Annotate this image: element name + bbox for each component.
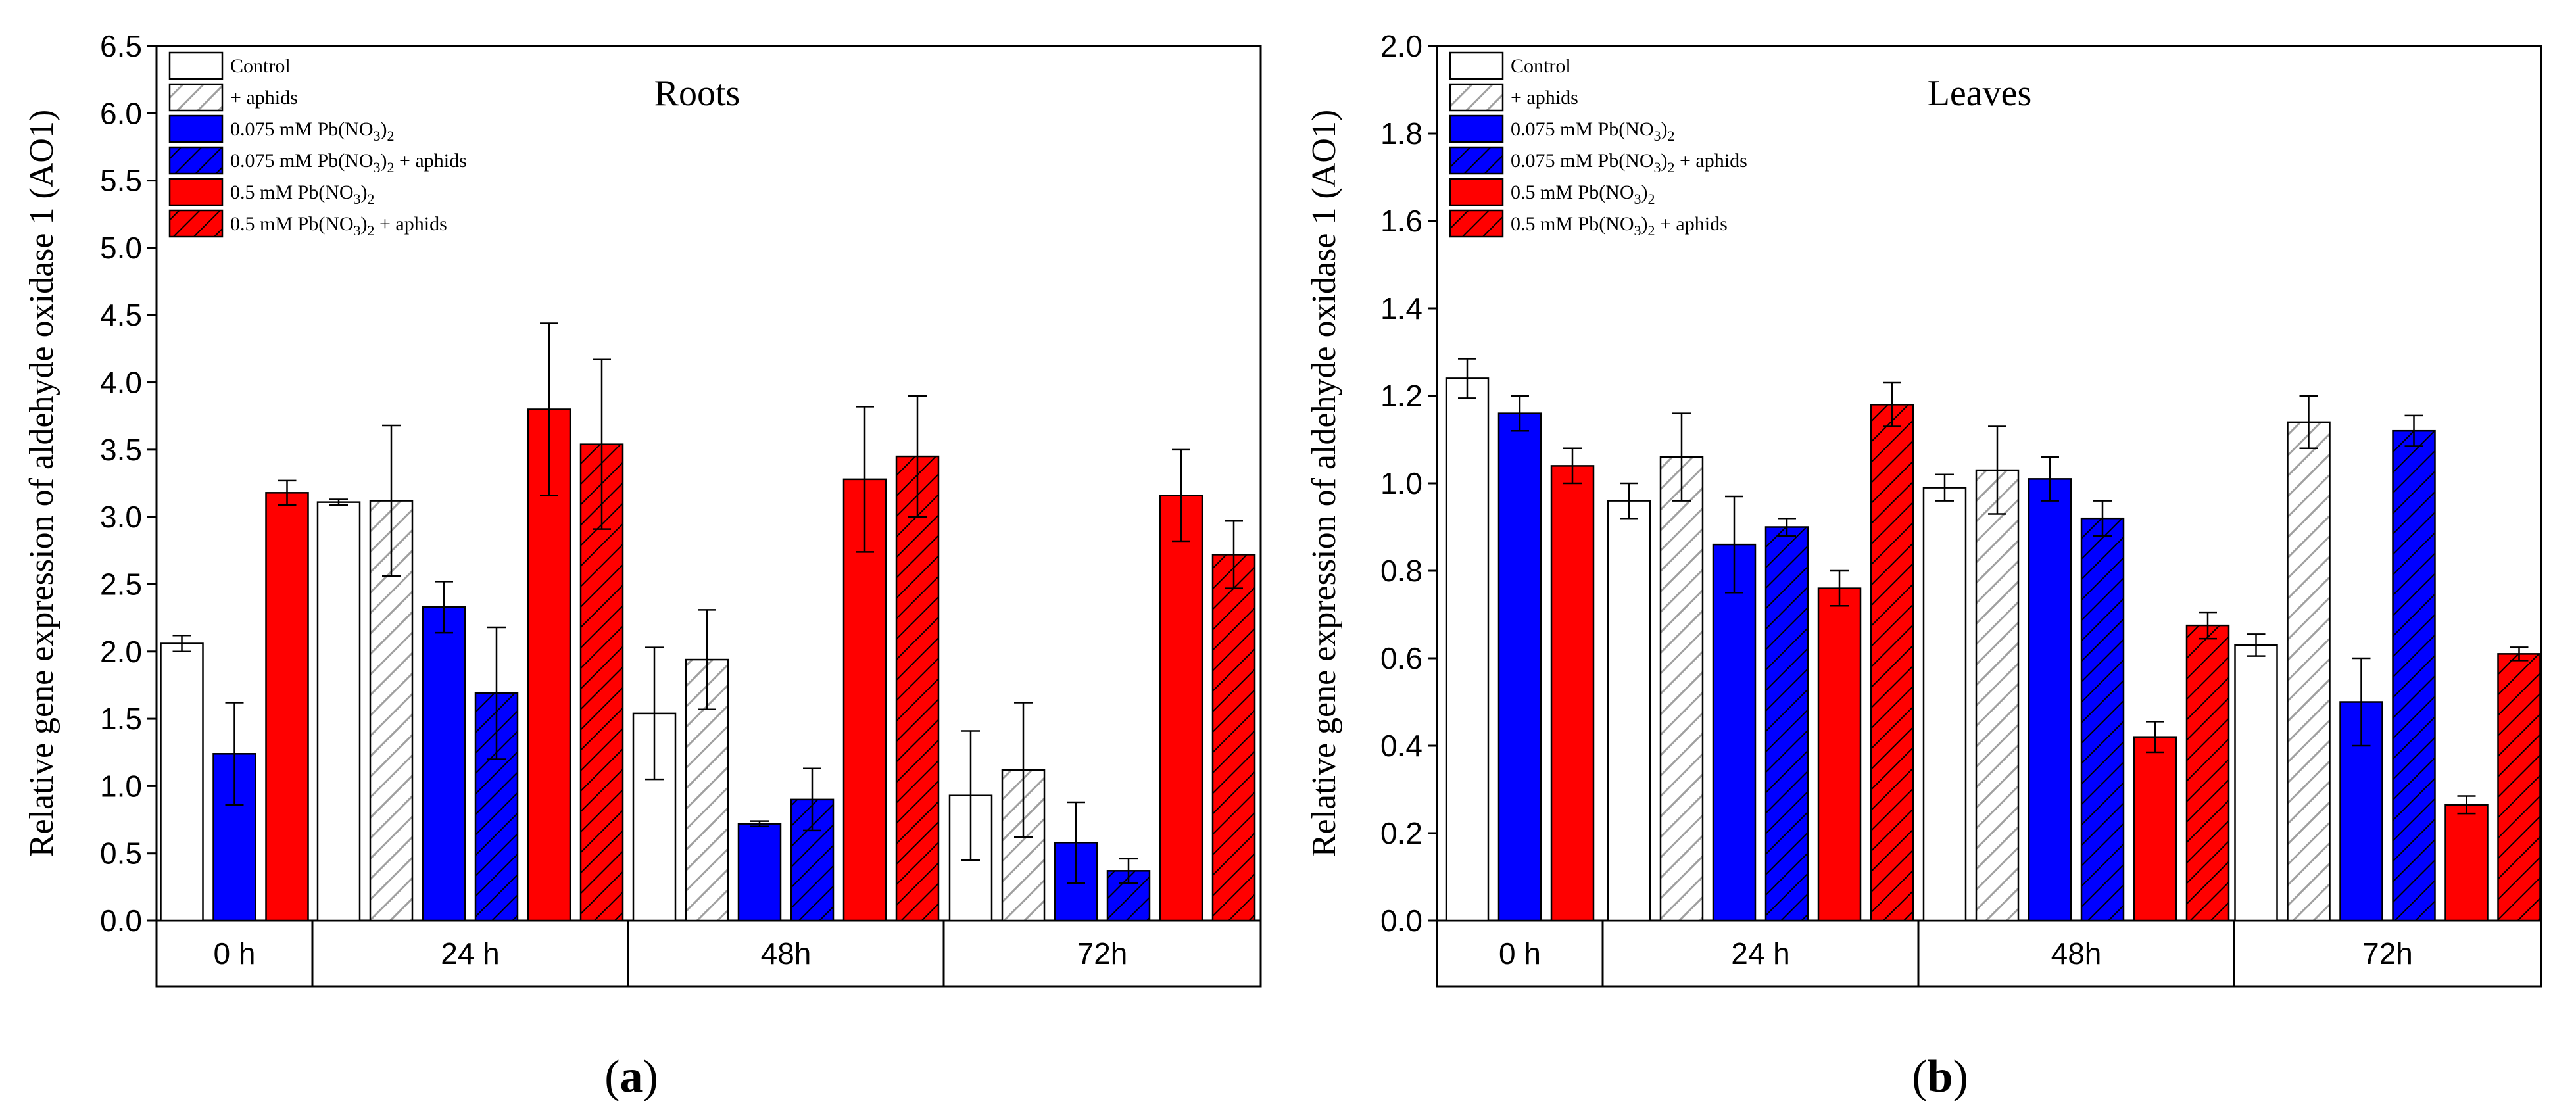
- legend-label: 0.075 mM Pb(NO3)2 + aphids: [230, 150, 467, 176]
- bar-highPb: [1550, 465, 1595, 922]
- bar-highPb: [1159, 495, 1203, 922]
- category-label: 72h: [2362, 936, 2413, 971]
- y-tick-label: 0.5: [100, 836, 142, 871]
- bar-Control: [1922, 487, 1967, 922]
- legend-swatch-lowPbAphids: [1449, 146, 1504, 175]
- bar-Control: [1607, 500, 1651, 922]
- legend-label: 0.5 mM Pb(NO3)2: [230, 181, 375, 207]
- legend-swatch-highPb: [1449, 178, 1504, 206]
- y-tick-label: 1.0: [1380, 466, 1422, 500]
- category-label: 48h: [761, 936, 812, 971]
- panel-caption: (a): [604, 1052, 658, 1102]
- y-tick-label: 0.8: [1380, 554, 1422, 588]
- chart-panel-leaves: 0.0 0.2 0.4 0.6 0.8 1.0 1.2 1.4 1.6 1.8 2.0 Relativ…: [1305, 29, 2542, 1102]
- bar-highPbAphids: [2497, 653, 2541, 922]
- legend-label: + aphids: [1511, 87, 1578, 109]
- y-tick-label: 1.6: [1380, 204, 1422, 238]
- y-tick-label: 3.5: [100, 433, 142, 467]
- bar-lowPb: [1712, 543, 1757, 922]
- y-tick-label: 0.0: [100, 904, 142, 938]
- legend-swatch-aphids: [1449, 83, 1504, 112]
- bar-Control: [316, 501, 361, 922]
- legend-label: 0.075 mM Pb(NO3)2: [1511, 118, 1675, 144]
- legend-label: + aphids: [230, 87, 298, 109]
- bar-lowPb: [737, 823, 782, 922]
- bar-lowPbAphids: [1764, 526, 1809, 922]
- bar-aphids: [1975, 469, 2020, 922]
- y-tick-label: 0.2: [1380, 816, 1422, 850]
- legend-swatch-highPbAphids: [1449, 209, 1504, 238]
- bar-highPb: [842, 478, 887, 922]
- y-tick-label: 6.0: [100, 96, 142, 130]
- bar-lowPbAphids: [2392, 429, 2436, 922]
- category-label: 72h: [1077, 936, 1128, 971]
- bar-highPb: [1817, 587, 1862, 922]
- bar-highPbAphids: [1870, 404, 1914, 922]
- y-tick-label: 2.0: [100, 635, 142, 669]
- legend: Control + aphids 0.075 mM Pb(NO3)2 0.075 mM…: [168, 51, 467, 239]
- y-axis-label: Relative gene expression of aldehyde oxi…: [1305, 110, 1343, 857]
- chart-title: Leaves: [1928, 73, 2032, 114]
- bar-lowPb: [2028, 478, 2072, 922]
- y-tick-label: 4.5: [100, 298, 142, 332]
- bar-lowPb: [422, 606, 466, 922]
- category-label: 0 h: [1499, 936, 1541, 971]
- bar-aphids: [2287, 421, 2331, 922]
- y-tick-label: 5.5: [100, 164, 142, 198]
- bar-lowPbAphids: [2080, 517, 2125, 922]
- chart-title: Roots: [654, 73, 741, 114]
- bar-Control: [1445, 377, 1490, 922]
- legend-swatch-Control: [1449, 51, 1504, 80]
- legend-swatch-Control: [168, 51, 224, 80]
- y-tick-label: 5.0: [100, 231, 142, 265]
- category-label: 0 h: [214, 936, 256, 971]
- legend-label: 0.5 mM Pb(NO3)2: [1511, 181, 1655, 207]
- y-tick-label: 2.5: [100, 567, 142, 601]
- legend-swatch-aphids: [168, 83, 224, 112]
- legend-label: Control: [1511, 55, 1571, 77]
- panel-caption: (b): [1912, 1052, 1968, 1102]
- y-tick-label: 1.4: [1380, 291, 1422, 326]
- category-label: 24 h: [1731, 936, 1790, 971]
- bar-highPbAphids: [1211, 554, 1256, 922]
- y-tick-label: 1.0: [100, 769, 142, 803]
- y-tick-label: 6.5: [100, 29, 142, 63]
- category-label: 48h: [2051, 936, 2102, 971]
- bar-lowPb: [1497, 412, 1542, 922]
- bar-highPbAphids: [895, 455, 940, 922]
- legend-label: 0.5 mM Pb(NO3)2 + aphids: [1511, 213, 1728, 239]
- y-tick-label: 4.0: [100, 366, 142, 400]
- y-tick-label: 1.8: [1380, 116, 1422, 151]
- y-tick-label: 0.6: [1380, 641, 1422, 675]
- legend-swatch-lowPbAphids: [168, 146, 224, 175]
- bar-Control: [160, 642, 204, 922]
- bar-highPb: [265, 492, 309, 922]
- y-tick-label: 0.4: [1380, 729, 1422, 763]
- y-axis-label: Relative gene expression of aldehyde oxi…: [23, 110, 61, 857]
- legend-swatch-lowPb: [1449, 114, 1504, 143]
- legend-label: 0.075 mM Pb(NO3)2 + aphids: [1511, 150, 1747, 176]
- legend: Control + aphids 0.075 mM Pb(NO3)2 0.075 mM…: [1449, 51, 1747, 239]
- category-label: 24 h: [441, 936, 500, 971]
- y-tick-label: 0.0: [1380, 904, 1422, 938]
- bar-highPbAphids: [2185, 624, 2230, 922]
- legend-label: 0.5 mM Pb(NO3)2 + aphids: [230, 213, 447, 239]
- bar-highPb: [2133, 736, 2177, 922]
- y-tick-label: 1.2: [1380, 379, 1422, 413]
- bar-highPb: [2444, 804, 2489, 922]
- chart-panel-roots: 0.0 0.5 1.0 1.5 2.0 2.5 3.0 3.5 4.0 4.5 5.0 5.5 6.0 6…: [23, 29, 1262, 1102]
- legend-swatch-lowPb: [168, 114, 224, 143]
- y-tick-label: 3.0: [100, 500, 142, 534]
- legend-label: Control: [230, 55, 291, 77]
- bar-Control: [2234, 644, 2278, 922]
- legend-label: 0.075 mM Pb(NO3)2: [230, 118, 395, 144]
- legend-swatch-highPb: [168, 178, 224, 206]
- bar-aphids: [1659, 456, 1704, 922]
- y-tick-label: 1.5: [100, 702, 142, 736]
- legend-swatch-highPbAphids: [168, 209, 224, 238]
- y-tick-label: 2.0: [1380, 29, 1422, 63]
